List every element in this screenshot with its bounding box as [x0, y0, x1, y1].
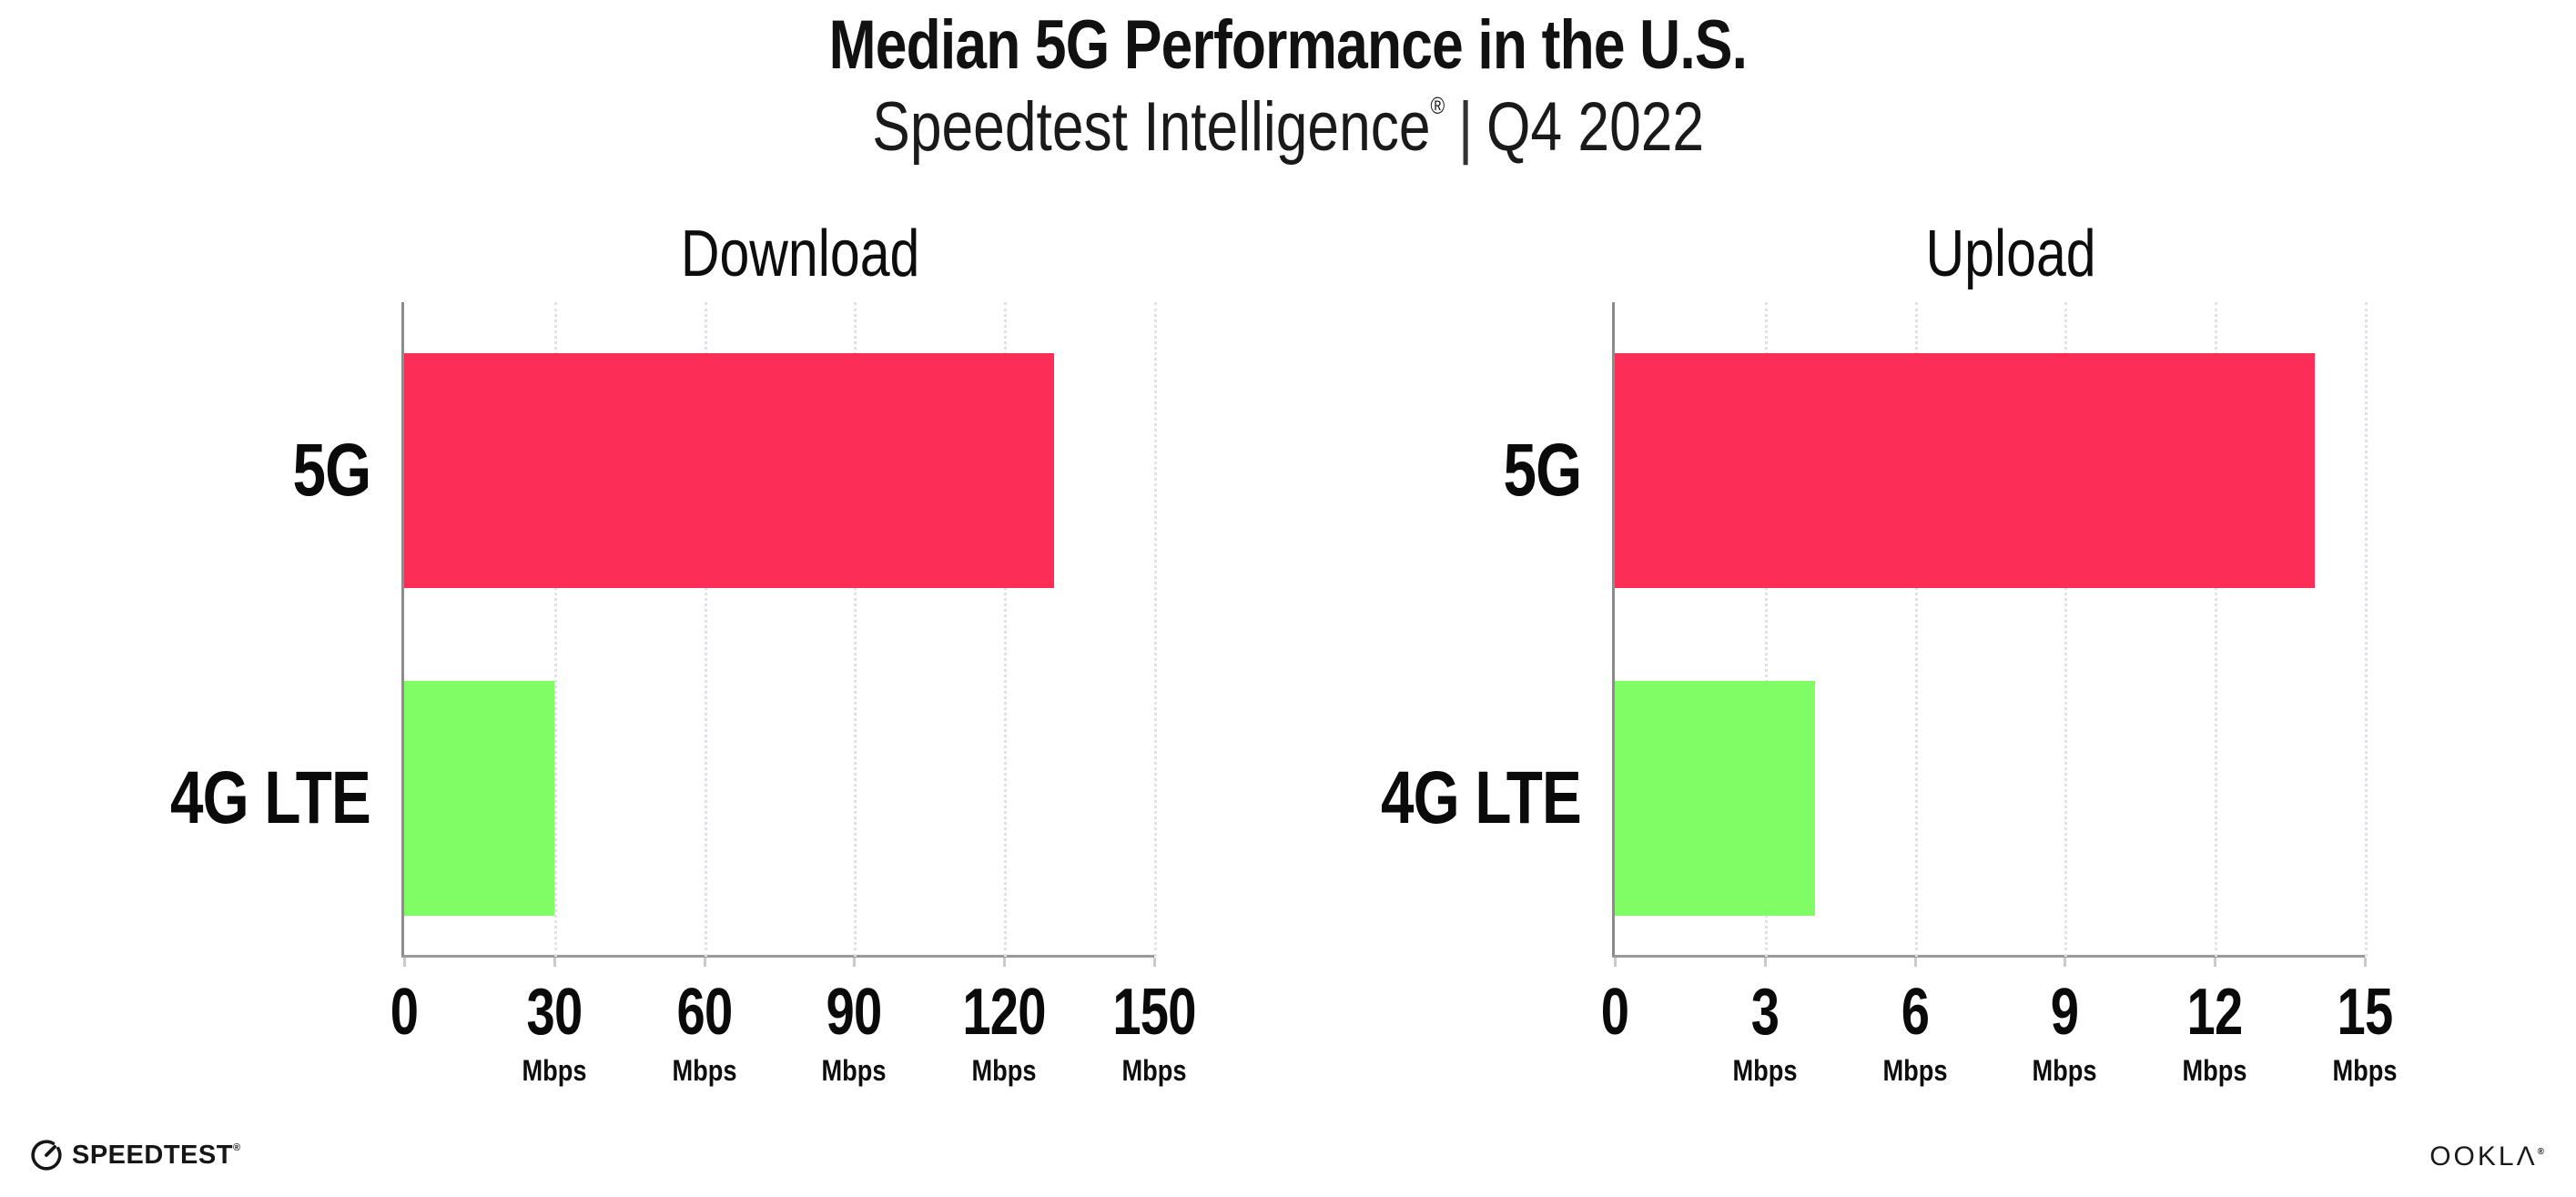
upload-x-tick-label-15: 15: [2337, 976, 2394, 1049]
download-x-unit-label-120: Mbps: [971, 1054, 1037, 1087]
download-plot-area: [401, 302, 1157, 967]
subtitle-period: Q4 2022: [1486, 88, 1704, 166]
axis-tick-120: [1003, 958, 1007, 967]
download-x-unit-label-30: Mbps: [522, 1054, 587, 1087]
download-x-tick-label-0: 0: [390, 976, 419, 1049]
upload-x-axis: 0 3 Mbps 6 Mbps 9 Mbps 12 Mbps 15 Mbps: [1601, 958, 2398, 1126]
speedtest-logo: SPEEDTEST®: [30, 1139, 241, 1172]
download-x-unit-label-90: Mbps: [821, 1054, 887, 1087]
axis-tick-15: [2364, 958, 2367, 967]
download-bar-5g: [404, 353, 1055, 588]
upload-x-tick-label-3: 3: [1750, 976, 1780, 1049]
subtitle-separator: |: [1457, 88, 1474, 166]
gridline-120: [1004, 302, 1008, 957]
upload-category-label-5g: 5G: [1503, 429, 1582, 512]
download-chart-title: Download: [681, 218, 920, 290]
upload-category-label-4g-lte: 4G LTE: [1381, 756, 1582, 839]
upload-category-labels: 5G 4G LTE: [1347, 302, 1582, 958]
download-x-tick-label-60: 60: [676, 976, 733, 1049]
axis-tick-30: [553, 958, 556, 967]
gridline-60: [704, 302, 707, 957]
upload-x-tick-label-6: 6: [1901, 976, 1929, 1049]
upload-x-unit-label-15: Mbps: [2332, 1054, 2398, 1087]
download-x-tick-label-150: 150: [1112, 976, 1196, 1049]
upload-x-tick-label-0: 0: [1600, 976, 1629, 1049]
axis-tick-9: [2064, 958, 2067, 967]
axis-tick-0: [1614, 958, 1617, 967]
page-title: Median 5G Performance in the U.S.: [0, 11, 2576, 80]
gridline-12: [2215, 302, 2218, 957]
axis-tick-0: [403, 958, 406, 967]
axis-tick-150: [1153, 958, 1156, 967]
gridline-3: [1764, 302, 1768, 957]
gridline-15: [2365, 302, 2368, 957]
download-chart: Download 5G 4G LTE 0 30 Mbps 60 Mbps 90 Mbps 120…: [137, 209, 1229, 1129]
download-x-axis: 0 30 Mbps 60 Mbps 90 Mbps 120 Mbps 150 Mbps: [390, 958, 1197, 1126]
axis-tick-90: [853, 958, 857, 967]
download-category-labels: 5G 4G LTE: [137, 302, 371, 958]
page-subtitle: Speedtest Intelligence® | Q4 2022: [0, 91, 2576, 164]
speedtest-registered-mark: ®: [232, 1141, 241, 1153]
download-x-tick-label-120: 120: [962, 976, 1047, 1049]
upload-x-unit-label-9: Mbps: [2032, 1054, 2097, 1087]
download-category-label-5g: 5G: [292, 429, 371, 512]
subtitle-registered-mark: ®: [1430, 92, 1445, 119]
subtitle-brand: Speedtest Intelligence: [872, 88, 1431, 166]
ookla-wordmark: OOKLΛ: [2429, 1141, 2538, 1172]
download-x-unit-label-60: Mbps: [672, 1054, 737, 1087]
download-x-unit-label-150: Mbps: [1121, 1054, 1187, 1087]
upload-x-tick-label-12: 12: [2186, 976, 2244, 1049]
upload-plot-area: [1612, 302, 2368, 967]
page-subtitle-text: Speedtest Intelligence® | Q4 2022: [872, 91, 1704, 164]
axis-tick-12: [2214, 958, 2217, 967]
upload-x-unit-label-12: Mbps: [2182, 1054, 2247, 1087]
axis-tick-6: [1913, 958, 1917, 967]
ookla-registered-mark: ®: [2537, 1147, 2547, 1157]
download-bar-4g-lte: [404, 681, 554, 916]
download-x-tick-label-30: 30: [526, 976, 583, 1049]
gridline-150: [1154, 302, 1157, 957]
upload-bar-5g: [1615, 353, 2316, 588]
upload-x-tick-label-9: 9: [2051, 976, 2079, 1049]
upload-chart: Upload 5G 4G LTE 0 3 Mbps 6 Mbps 9 Mbps 12 Mbps 15…: [1347, 209, 2439, 1129]
speedtest-gauge-icon: [31, 1140, 62, 1171]
gridline-6: [1914, 302, 1918, 957]
axis-tick-60: [703, 958, 706, 967]
upload-x-unit-label-6: Mbps: [1882, 1054, 1948, 1087]
upload-x-unit-label-3: Mbps: [1732, 1054, 1798, 1087]
download-x-tick-label-90: 90: [826, 976, 883, 1049]
upload-chart-title: Upload: [1925, 218, 2097, 290]
download-category-label-4g-lte: 4G LTE: [170, 756, 371, 839]
gridline-90: [854, 302, 857, 957]
upload-bar-4g-lte: [1615, 681, 1815, 916]
gridline-9: [2064, 302, 2068, 957]
ookla-logo: OOKLΛ®: [2429, 1143, 2547, 1171]
page-title-text: Median 5G Performance in the U.S.: [828, 6, 1748, 84]
speedtest-wordmark: SPEEDTEST®: [72, 1140, 241, 1170]
gridline-30: [553, 302, 557, 957]
axis-tick-3: [1763, 958, 1767, 967]
